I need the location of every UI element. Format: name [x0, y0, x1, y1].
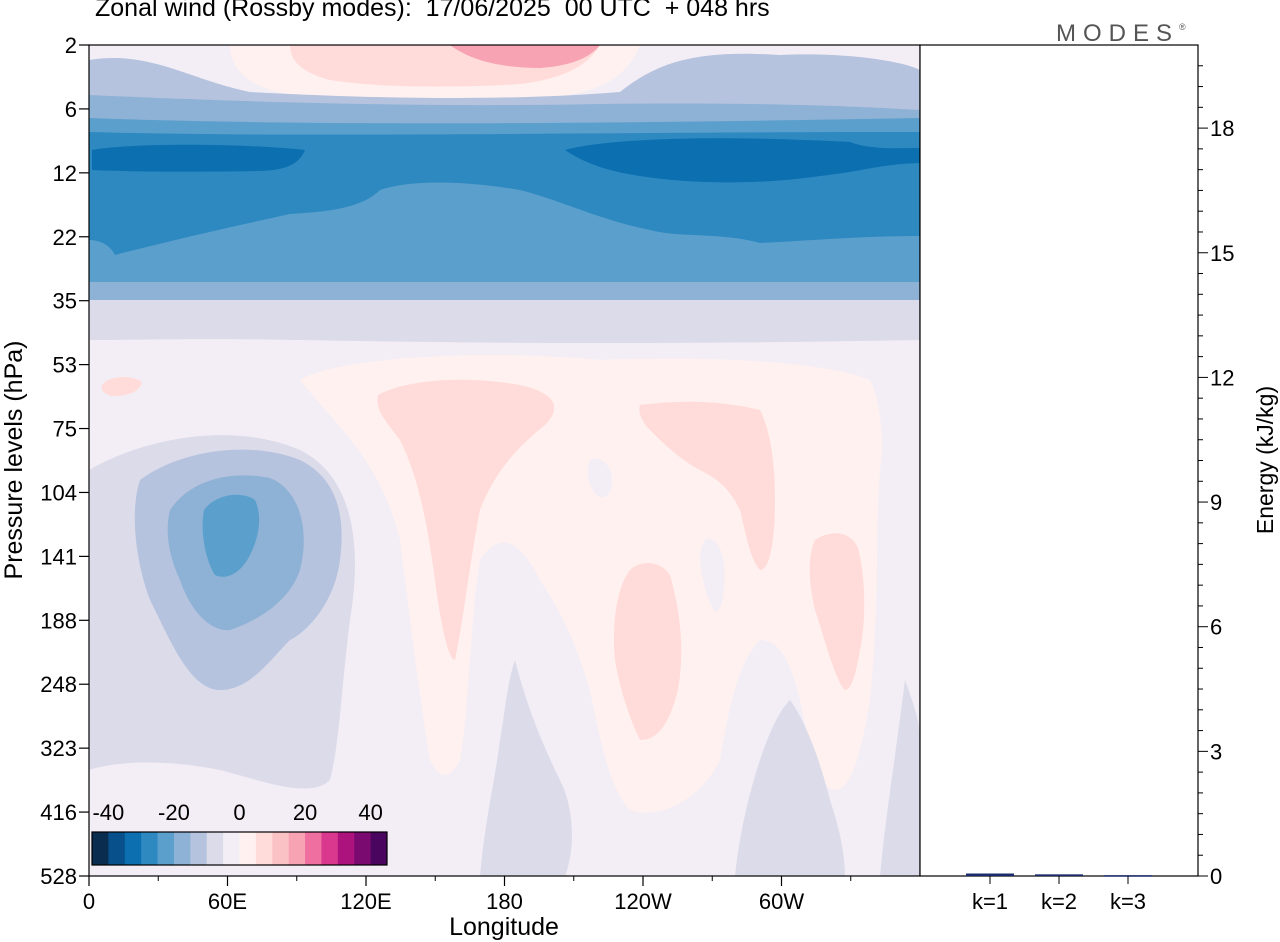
colorbar-swatch — [206, 832, 224, 865]
energy-category-label: k=3 — [1110, 889, 1146, 914]
energy-tick-label: 15 — [1210, 241, 1234, 266]
negative-finger-180 — [480, 660, 572, 876]
y-tick-label: 416 — [40, 800, 77, 825]
zonal-wind-heatmap — [89, 45, 920, 876]
colorbar-swatch — [305, 832, 322, 865]
energy-axis: 0 3 6 9 12 15 18 — [1198, 65, 1234, 889]
colorbar-swatch — [288, 832, 306, 865]
y-tick-label: 53 — [53, 353, 77, 378]
x-tick-label: 60E — [208, 889, 247, 914]
colorbar-swatch — [157, 832, 175, 865]
colorbar-swatch — [141, 832, 159, 865]
brand-logo: MODES® — [1056, 20, 1186, 48]
y-tick-label: 22 — [53, 225, 77, 250]
energy-bar — [1104, 875, 1152, 877]
colorbar-tick-label: 0 — [233, 800, 245, 825]
energy-bar — [1035, 874, 1083, 876]
colorbar-swatch — [108, 832, 126, 865]
x-axis-title: Longitude — [449, 913, 559, 941]
neutral-patch-180 — [587, 458, 612, 498]
colorbar-tick-label: -20 — [158, 800, 190, 825]
energy-tick-label: 0 — [1210, 864, 1222, 889]
brand-text: MODES — [1056, 20, 1180, 47]
chart-title: Zonal wind (Rossby modes): 17/06/2025 00… — [95, 0, 770, 22]
energy-tick-label: 18 — [1210, 116, 1234, 141]
neutral-patch-90w — [700, 538, 725, 612]
colorbar-swatch — [354, 832, 372, 865]
colorbar-swatch — [92, 832, 109, 865]
x-tick-label: 120E — [340, 889, 391, 914]
colorbar-tick-label: 40 — [358, 800, 382, 825]
energy-category-label: k=1 — [972, 889, 1008, 914]
pressure-axis: 2 6 12 22 35 53 75 104 141 188 248 323 416 528 — [40, 33, 89, 889]
colorbar-swatch — [272, 832, 290, 865]
y-tick-label: 2 — [65, 33, 77, 58]
positive-band-top-core — [450, 45, 600, 68]
colorbar-tick-label: 20 — [293, 800, 317, 825]
y-tick-label: 12 — [53, 161, 77, 186]
positive-plume-80w — [639, 401, 775, 570]
colorbar-frame — [91, 831, 388, 866]
colorbar-swatch — [190, 832, 208, 865]
negative-vortex-core — [202, 494, 260, 577]
colorbar-swatch — [370, 832, 388, 865]
energy-tick-label: 3 — [1210, 739, 1222, 764]
colorbar-swatch — [239, 832, 257, 865]
y-tick-label: 6 — [65, 97, 77, 122]
energy-panel-frame — [919, 44, 1199, 877]
y-tick-label: 248 — [40, 672, 77, 697]
energy-bars: k=1 k=2 k=3 — [966, 873, 1152, 914]
energy-axis-title: Energy (kJ/kg) — [1252, 386, 1278, 534]
energy-tick-label: 6 — [1210, 615, 1222, 640]
positive-plume-120w — [613, 563, 682, 740]
colorbar-swatch — [223, 832, 240, 865]
colorbar-tick-label: -40 — [92, 800, 124, 825]
y-tick-label: 104 — [40, 480, 77, 505]
y-tick-label: 323 — [40, 736, 77, 761]
negative-finger-60w — [735, 700, 845, 876]
energy-tick-label: 12 — [1210, 365, 1234, 390]
x-tick-label: 0 — [83, 889, 95, 914]
y-tick-label: 188 — [40, 608, 77, 633]
colorbar-swatch — [124, 832, 142, 865]
y-tick-label: 528 — [40, 864, 77, 889]
colorbar-swatch — [337, 832, 355, 865]
negative-band-max-left — [92, 144, 305, 172]
negative-band-35hpa — [89, 300, 920, 343]
y-axis-title: Pressure levels (hPa) — [0, 341, 28, 580]
y-tick-label: 141 — [40, 544, 77, 569]
colorbar-swatch — [173, 832, 191, 865]
energy-bar — [966, 873, 1014, 876]
brand-mark: ® — [1179, 22, 1186, 32]
y-tick-label: 35 — [53, 289, 77, 314]
energy-category-label: k=2 — [1041, 889, 1077, 914]
colorbar-swatch — [321, 832, 339, 865]
positive-plume-160e — [377, 379, 555, 660]
positive-dot-left — [101, 376, 142, 396]
x-tick-label: 180 — [486, 889, 523, 914]
longitude-axis: 0 60E 120E 180 120W 60W — [83, 876, 852, 914]
x-tick-label: 120W — [614, 889, 672, 914]
x-tick-label: 60W — [759, 889, 804, 914]
positive-plume-40w — [809, 533, 865, 690]
colorbar: -40 -20 0 20 40 — [91, 800, 388, 866]
energy-tick-label: 9 — [1210, 490, 1222, 515]
negative-band-max-right — [565, 138, 920, 183]
y-tick-label: 75 — [53, 417, 77, 442]
negative-finger-right — [880, 680, 920, 876]
colorbar-swatch — [255, 832, 273, 865]
